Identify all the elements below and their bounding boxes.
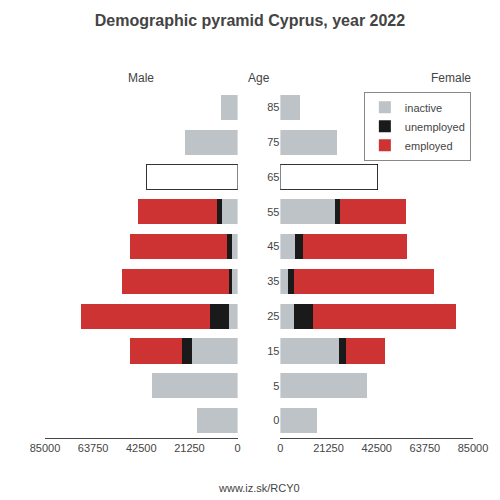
svg-text:42500: 42500 — [126, 442, 157, 454]
svg-text:75: 75 — [267, 136, 279, 148]
svg-text:45: 45 — [267, 240, 279, 252]
svg-text:unemployed: unemployed — [405, 121, 465, 133]
svg-text:42500: 42500 — [361, 442, 392, 454]
svg-text:25: 25 — [267, 310, 279, 322]
svg-text:inactive: inactive — [405, 102, 442, 114]
svg-text:Male: Male — [128, 71, 154, 85]
svg-text:85: 85 — [267, 101, 279, 113]
svg-text:0: 0 — [235, 442, 241, 454]
svg-text:55: 55 — [267, 206, 279, 218]
svg-text:Age: Age — [248, 71, 270, 85]
svg-text:0: 0 — [273, 414, 279, 426]
svg-text:63750: 63750 — [78, 442, 109, 454]
svg-text:Demographic pyramid Cyprus, ye: Demographic pyramid Cyprus, year 2022 — [95, 12, 405, 29]
svg-text:21250: 21250 — [313, 442, 344, 454]
svg-text:65: 65 — [267, 171, 279, 183]
svg-text:63750: 63750 — [410, 442, 441, 454]
svg-text:35: 35 — [267, 275, 279, 287]
svg-text:5: 5 — [273, 380, 279, 392]
svg-text:Female: Female — [431, 71, 471, 85]
svg-text:85000: 85000 — [30, 442, 61, 454]
svg-text:15: 15 — [267, 345, 279, 357]
svg-text:21250: 21250 — [174, 442, 205, 454]
svg-text:85000: 85000 — [458, 442, 489, 454]
svg-text:0: 0 — [277, 442, 283, 454]
svg-text:www.iz.sk/RCY0: www.iz.sk/RCY0 — [218, 482, 300, 494]
svg-text:employed: employed — [405, 140, 453, 152]
